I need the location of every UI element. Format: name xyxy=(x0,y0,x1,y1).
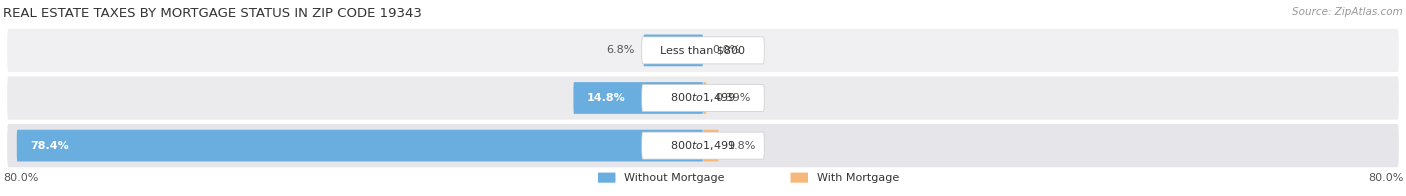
FancyBboxPatch shape xyxy=(598,173,616,183)
Text: 1.8%: 1.8% xyxy=(727,141,756,151)
FancyBboxPatch shape xyxy=(7,124,1399,167)
Text: With Mortgage: With Mortgage xyxy=(817,173,898,183)
Text: $800 to $1,499: $800 to $1,499 xyxy=(671,139,735,152)
FancyBboxPatch shape xyxy=(641,132,765,159)
FancyBboxPatch shape xyxy=(644,34,703,66)
Text: 80.0%: 80.0% xyxy=(3,173,38,183)
FancyBboxPatch shape xyxy=(17,130,703,162)
Text: 0.0%: 0.0% xyxy=(711,45,740,55)
FancyBboxPatch shape xyxy=(7,76,1399,120)
FancyBboxPatch shape xyxy=(790,173,808,183)
FancyBboxPatch shape xyxy=(703,82,706,114)
Text: 80.0%: 80.0% xyxy=(1368,173,1403,183)
Text: Without Mortgage: Without Mortgage xyxy=(624,173,724,183)
FancyBboxPatch shape xyxy=(7,29,1399,72)
FancyBboxPatch shape xyxy=(641,37,765,64)
Text: $800 to $1,499: $800 to $1,499 xyxy=(671,92,735,104)
Text: 6.8%: 6.8% xyxy=(606,45,634,55)
FancyBboxPatch shape xyxy=(641,84,765,112)
FancyBboxPatch shape xyxy=(703,130,718,162)
Text: Less than $800: Less than $800 xyxy=(661,45,745,55)
Text: Source: ZipAtlas.com: Source: ZipAtlas.com xyxy=(1292,7,1403,17)
Text: 78.4%: 78.4% xyxy=(30,141,69,151)
Text: REAL ESTATE TAXES BY MORTGAGE STATUS IN ZIP CODE 19343: REAL ESTATE TAXES BY MORTGAGE STATUS IN … xyxy=(3,7,422,20)
FancyBboxPatch shape xyxy=(574,82,703,114)
Text: 14.8%: 14.8% xyxy=(586,93,626,103)
Text: 0.39%: 0.39% xyxy=(716,93,751,103)
